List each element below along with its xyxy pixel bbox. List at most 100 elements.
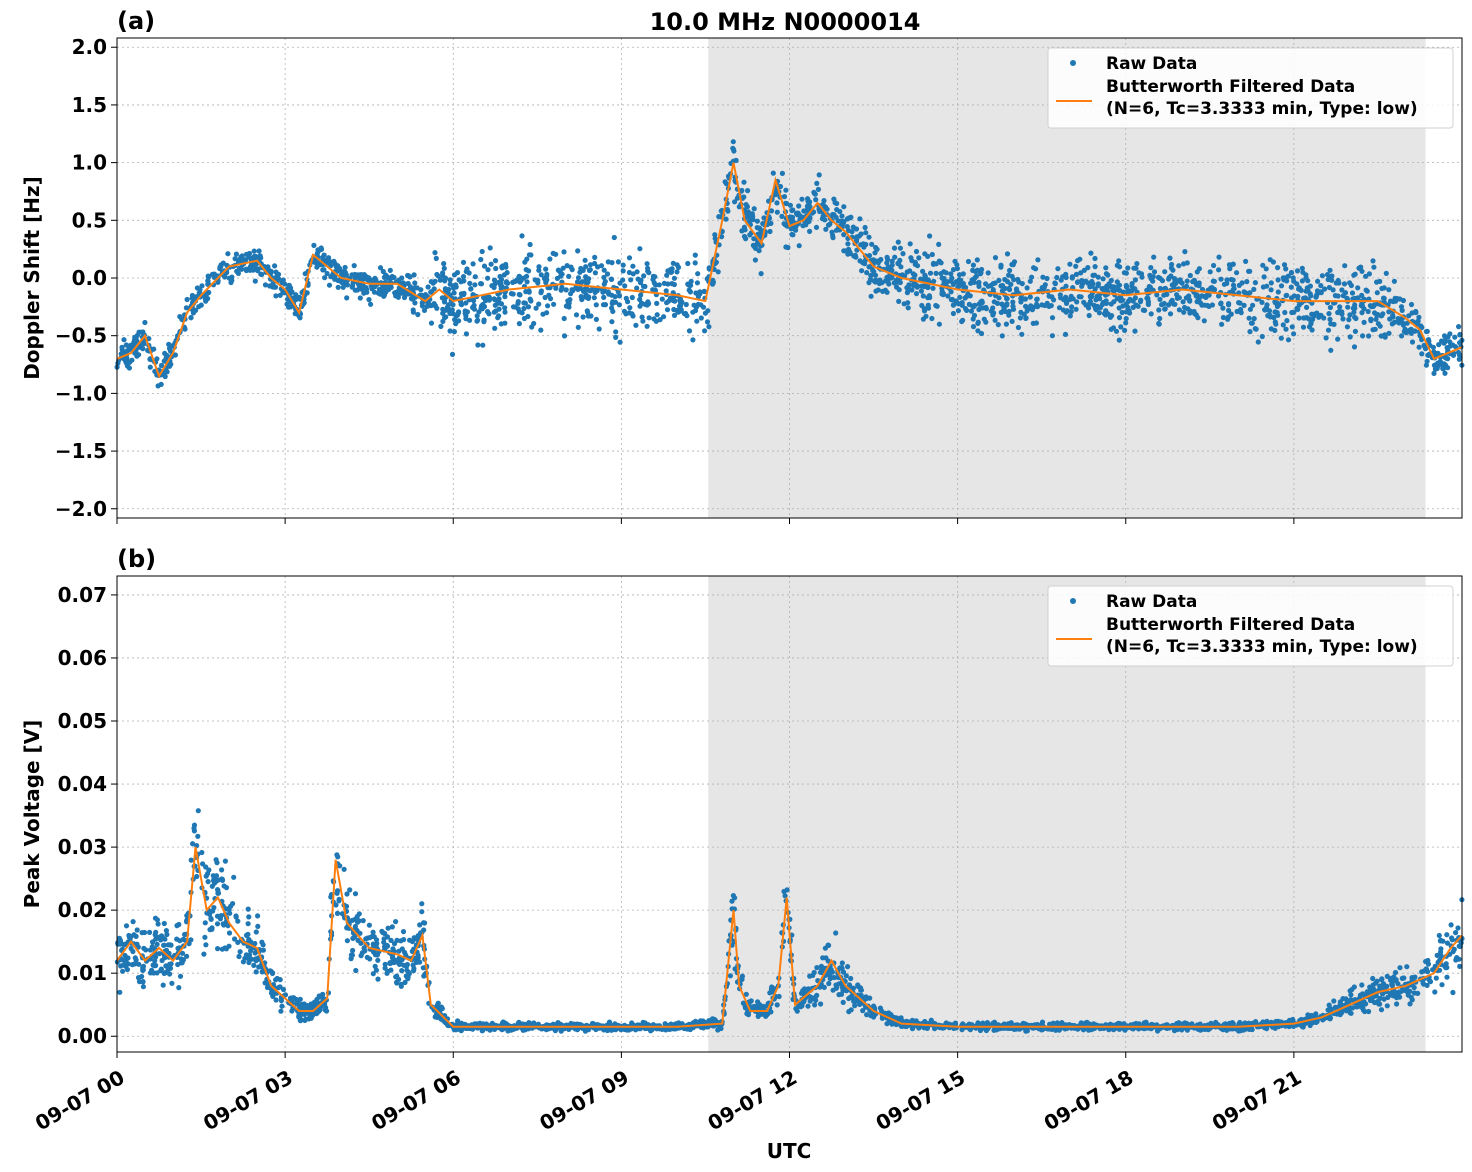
raw-data-point	[1172, 301, 1178, 307]
raw-data-point	[1157, 285, 1163, 292]
raw-data-point	[233, 913, 239, 919]
raw-data-point	[432, 278, 438, 284]
raw-data-point	[308, 1001, 314, 1007]
raw-data-point	[1176, 295, 1182, 301]
raw-data-point	[521, 300, 527, 306]
raw-data-point	[578, 294, 584, 300]
raw-data-point	[245, 906, 251, 912]
raw-data-point	[1023, 315, 1029, 321]
raw-data-point	[1432, 366, 1438, 372]
raw-data-point	[785, 244, 791, 251]
raw-data-point	[373, 277, 379, 283]
raw-data-point	[1123, 270, 1129, 276]
raw-data-point	[1384, 1003, 1390, 1009]
raw-data-point	[686, 328, 693, 334]
raw-data-point	[1241, 302, 1247, 308]
raw-data-point	[351, 263, 357, 269]
raw-data-point	[302, 271, 308, 277]
raw-data-point	[130, 919, 136, 925]
legend-raw-marker	[1070, 60, 1076, 66]
raw-data-point	[880, 288, 886, 294]
raw-data-point	[991, 310, 997, 316]
raw-data-point	[556, 267, 562, 273]
raw-data-point	[371, 289, 378, 295]
raw-data-point	[858, 987, 864, 993]
raw-data-point	[213, 857, 219, 863]
raw-data-point	[500, 263, 506, 269]
raw-data-point	[1259, 333, 1265, 340]
raw-data-point	[1100, 287, 1107, 293]
raw-data-point	[164, 369, 170, 375]
raw-data-point	[1166, 275, 1172, 281]
raw-data-point	[820, 955, 826, 961]
raw-data-point	[953, 298, 959, 304]
raw-data-point	[896, 287, 902, 293]
raw-data-point	[847, 215, 853, 221]
raw-data-point	[1103, 309, 1109, 315]
raw-data-point	[219, 876, 225, 882]
raw-data-point	[1225, 316, 1231, 322]
raw-data-point	[866, 280, 872, 286]
raw-data-point	[715, 269, 721, 275]
raw-data-point	[592, 254, 598, 260]
raw-data-point	[1103, 300, 1110, 306]
raw-data-point	[730, 145, 736, 151]
raw-data-point	[1344, 295, 1350, 301]
raw-data-point	[1239, 280, 1245, 286]
raw-data-point	[1411, 990, 1417, 996]
raw-data-point	[1291, 331, 1297, 337]
raw-data-point	[1230, 277, 1236, 283]
raw-data-point	[460, 259, 467, 265]
raw-data-point	[177, 938, 183, 944]
raw-data-point	[991, 1027, 997, 1033]
raw-data-point	[255, 913, 261, 919]
raw-data-point	[754, 241, 760, 247]
raw-data-point	[547, 256, 553, 262]
raw-data-point	[450, 302, 456, 308]
raw-data-point	[1126, 308, 1132, 314]
raw-data-point	[205, 278, 211, 284]
raw-data-point	[921, 308, 928, 314]
raw-data-point	[1325, 327, 1332, 333]
raw-data-point	[1449, 935, 1455, 941]
raw-data-point	[468, 286, 474, 292]
raw-data-point	[592, 260, 598, 267]
raw-data-point	[202, 296, 208, 302]
raw-data-point	[1081, 267, 1087, 273]
raw-data-point	[1010, 306, 1017, 312]
raw-data-point	[970, 324, 977, 330]
raw-data-point	[218, 913, 224, 919]
raw-data-point	[226, 275, 232, 281]
raw-data-point	[1151, 269, 1158, 275]
raw-data-point	[1430, 344, 1436, 350]
raw-data-point	[424, 303, 430, 309]
raw-data-point	[885, 278, 891, 284]
raw-data-point	[1289, 324, 1295, 330]
raw-data-point	[661, 314, 667, 320]
raw-data-point	[691, 302, 697, 308]
raw-data-point	[282, 281, 288, 287]
raw-data-point	[158, 362, 165, 369]
raw-data-point	[1275, 301, 1281, 307]
raw-data-point	[518, 278, 524, 284]
legend-box	[1047, 47, 1454, 129]
raw-data-point	[277, 977, 283, 983]
raw-data-point	[139, 930, 145, 936]
raw-data-point	[1328, 347, 1334, 353]
raw-data-point	[1180, 299, 1186, 305]
raw-data-point	[1278, 335, 1284, 341]
raw-data-point	[903, 1023, 910, 1030]
raw-data-point	[1002, 308, 1008, 315]
raw-data-point	[1086, 1027, 1092, 1033]
raw-data-point	[551, 301, 557, 307]
raw-data-point	[142, 319, 148, 326]
raw-data-point	[163, 928, 169, 934]
raw-data-point	[526, 268, 532, 274]
raw-data-point	[322, 275, 328, 281]
raw-data-point	[654, 300, 660, 306]
raw-data-point	[1457, 332, 1463, 338]
raw-data-point	[639, 314, 645, 320]
raw-data-point	[129, 357, 135, 363]
raw-data-point	[485, 267, 491, 273]
raw-data-point	[1450, 989, 1456, 996]
